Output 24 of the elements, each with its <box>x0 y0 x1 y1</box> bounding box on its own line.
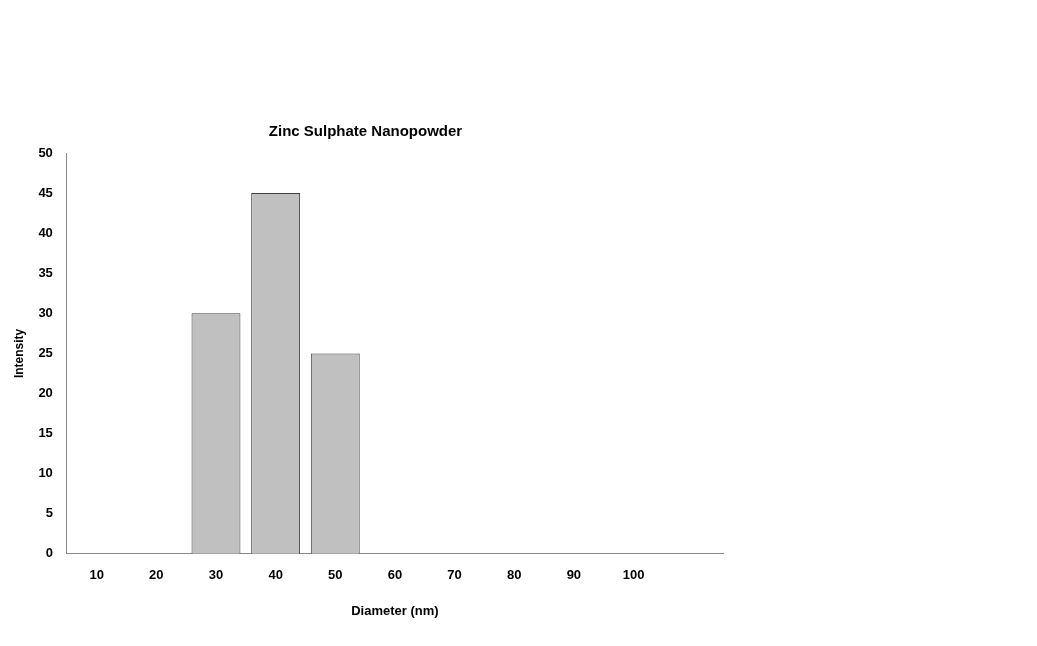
x-tick-label: 80 <box>506 567 522 583</box>
y-tick-label: 10 <box>38 465 53 481</box>
y-tick-label: 0 <box>45 545 53 561</box>
x-tick-label: 100 <box>622 567 645 583</box>
x-axis-title: Diameter (nm) <box>351 602 439 618</box>
y-tick-label: 35 <box>38 264 53 280</box>
y-tick-label: 30 <box>38 304 53 320</box>
x-tick-label: 70 <box>447 567 462 583</box>
x-tick-label: 50 <box>328 567 343 583</box>
y-axis-title: Intensity <box>11 328 26 379</box>
y-tick-label: 40 <box>38 224 53 240</box>
x-tick-label: 40 <box>268 567 283 583</box>
x-tick-label: 90 <box>566 567 582 583</box>
x-tick-label: 20 <box>149 567 164 583</box>
x-tick-label: 30 <box>208 567 224 583</box>
y-tick-label: 45 <box>38 184 53 200</box>
y-tick-label: 20 <box>38 385 53 401</box>
chart-title: Zinc Sulphate Nanopowder <box>268 122 463 140</box>
y-tick-label: 50 <box>38 144 53 160</box>
y-tick-label: 15 <box>38 425 53 441</box>
y-tick-label: 5 <box>45 505 53 521</box>
x-tick-label: 60 <box>387 567 403 583</box>
x-tick-label: 10 <box>89 567 104 583</box>
y-tick-label: 25 <box>38 344 53 360</box>
